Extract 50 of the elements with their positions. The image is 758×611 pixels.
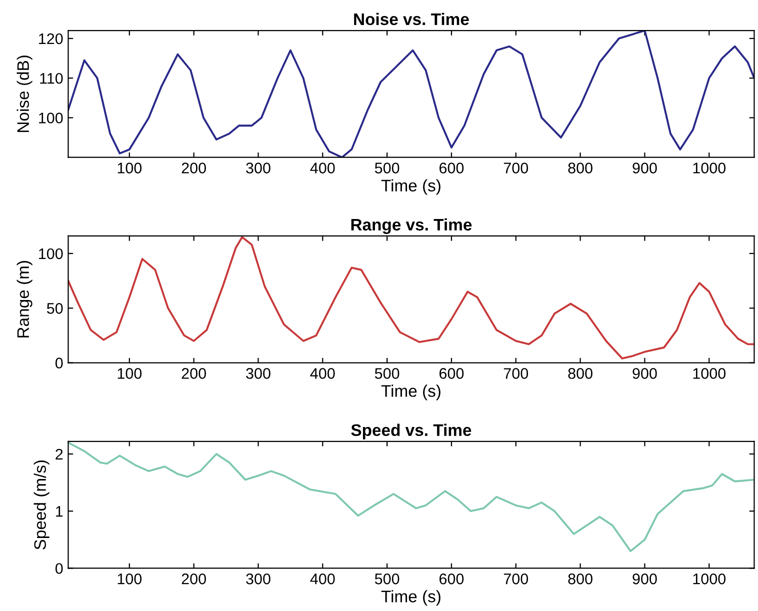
x-tick-label: 900 — [632, 368, 657, 379]
x-tick-label: 900 — [632, 162, 657, 174]
y-axis-title: Range (m) — [16, 261, 32, 338]
x-tick-label: 400 — [310, 368, 335, 379]
x-tick-label: 500 — [374, 573, 400, 584]
x-tick-label: 100 — [118, 573, 142, 584]
x-tick-label: 200 — [182, 368, 206, 379]
x-tick-label: 600 — [440, 162, 464, 174]
y-tick-label: 100 — [39, 112, 63, 124]
x-tick-label: 200 — [182, 162, 206, 174]
x-tick-label: 100 — [118, 162, 142, 174]
x-tick-label: 1000 — [693, 162, 726, 174]
y-tick-label: 2 — [56, 448, 63, 460]
y-tick-label: 120 — [39, 33, 63, 44]
x-tick-label: 700 — [504, 368, 528, 379]
y-tick-label: 100 — [39, 248, 63, 260]
x-tick-label: 900 — [632, 573, 657, 584]
y-tick-label: 0 — [55, 563, 63, 574]
x-tick-label: 800 — [568, 573, 592, 584]
x-tick-label: 1000 — [693, 573, 726, 584]
y-tick-label: 50 — [46, 303, 63, 314]
x-tick-label: 300 — [246, 573, 270, 584]
line-series — [68, 236, 754, 360]
x-tick-label: 400 — [310, 573, 335, 584]
line-series — [68, 30, 754, 158]
x-tick-label: 300 — [246, 368, 270, 379]
x-axis-title: Time (s) — [381, 590, 440, 606]
x-tick-label: 500 — [374, 162, 400, 174]
y-tick-label: 1 — [56, 506, 63, 517]
x-axis-title: Time (s) — [381, 384, 440, 400]
x-tick-label: 300 — [246, 162, 270, 174]
x-tick-label: 200 — [182, 573, 206, 584]
x-tick-label: 500 — [374, 368, 400, 379]
y-axis-title: Noise (dB) — [16, 56, 32, 132]
x-tick-label: 100 — [118, 368, 142, 379]
y-tick-label: 110 — [40, 72, 63, 84]
x-tick-label: 700 — [504, 573, 528, 584]
chart-title: Noise vs. Time — [354, 12, 469, 26]
x-tick-label: 1000 — [693, 368, 726, 379]
y-tick-label: 0 — [55, 358, 63, 368]
chart-title: Speed vs. Time — [351, 424, 472, 440]
x-tick-label: 800 — [568, 162, 592, 174]
y-axis-title: Speed (m/s) — [34, 460, 50, 550]
x-tick-label: 600 — [440, 368, 464, 379]
x-axis-title: Time (s) — [381, 179, 440, 195]
x-tick-label: 700 — [504, 162, 528, 174]
x-tick-label: 400 — [310, 162, 335, 174]
x-tick-label: 800 — [568, 368, 592, 379]
x-tick-label: 600 — [440, 573, 464, 584]
chart-title: Range vs. Time — [351, 218, 472, 234]
